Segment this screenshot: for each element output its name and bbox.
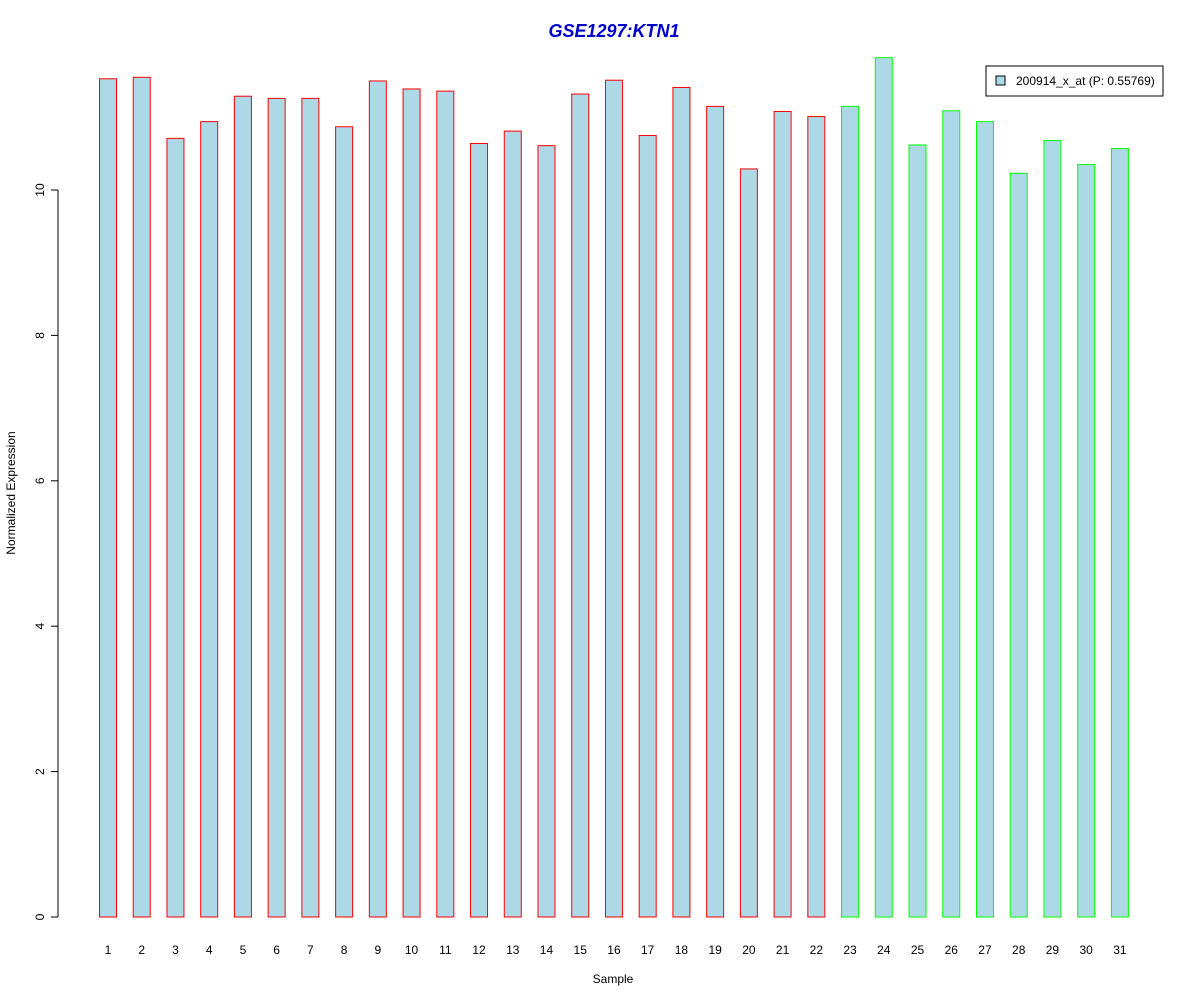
x-tick-label-12: 12: [472, 943, 486, 957]
bar-29: [1043, 140, 1062, 918]
bar-18: [672, 86, 691, 918]
x-tick-label-27: 27: [978, 943, 992, 957]
x-tick-label-20: 20: [742, 943, 756, 957]
bars-layer: [99, 57, 1129, 918]
x-tick-label-25: 25: [911, 943, 925, 957]
y-tick-label-10: 10: [33, 183, 47, 197]
chart-title: GSE1297:KTN1: [548, 21, 679, 41]
bar-19: [706, 105, 725, 918]
x-tick-label-9: 9: [374, 943, 381, 957]
bar-26: [942, 110, 961, 918]
x-tick-label-17: 17: [641, 943, 655, 957]
bar-16: [604, 79, 623, 918]
y-tick-label-6: 6: [33, 477, 47, 484]
bar-17: [638, 134, 657, 918]
y-tick-label-2: 2: [33, 768, 47, 775]
bar-1: [99, 78, 117, 918]
bar-31: [1110, 148, 1129, 918]
bar-30: [1077, 164, 1096, 918]
x-tick-label-13: 13: [506, 943, 520, 957]
x-tick-label-21: 21: [776, 943, 790, 957]
x-tick-label-16: 16: [607, 943, 621, 957]
legend-label: 200914_x_at (P: 0.55769): [1016, 74, 1155, 88]
y-axis-label: Normalized Expression: [4, 431, 18, 554]
x-tick-label-26: 26: [945, 943, 959, 957]
bar-28: [1009, 172, 1028, 918]
bar-3: [166, 137, 185, 918]
bar-6: [267, 97, 286, 918]
x-tick-label-18: 18: [675, 943, 689, 957]
bar-4: [200, 121, 219, 918]
x-tick-label-2: 2: [138, 943, 145, 957]
x-axis-label: Sample: [593, 972, 634, 986]
x-tick-label-19: 19: [708, 943, 722, 957]
bar-15: [571, 93, 590, 918]
bar-13: [503, 130, 522, 918]
x-tick-label-4: 4: [206, 943, 213, 957]
bar-20: [739, 168, 758, 918]
x-tick-label-14: 14: [540, 943, 554, 957]
bar-7: [301, 97, 320, 918]
x-tick-label-15: 15: [574, 943, 588, 957]
x-tick-label-24: 24: [877, 943, 891, 957]
x-tick-label-5: 5: [240, 943, 247, 957]
bar-10: [402, 88, 421, 918]
legend-box: [985, 65, 1164, 97]
x-tick-label-7: 7: [307, 943, 314, 957]
legend: 200914_x_at (P: 0.55769): [985, 65, 1164, 97]
bar-25: [908, 144, 927, 918]
bar-14: [537, 145, 556, 918]
y-tick-label-0: 0: [33, 913, 47, 920]
x-tick-label-28: 28: [1012, 943, 1026, 957]
bar-8: [335, 126, 354, 918]
y-axis: 0 2 4 6 8 10: [33, 183, 59, 920]
x-tick-label-10: 10: [405, 943, 419, 957]
x-tick-label-29: 29: [1046, 943, 1060, 957]
bar-23: [841, 105, 860, 918]
bar-11: [436, 90, 455, 918]
legend-swatch: [995, 75, 1006, 86]
x-tick-label-22: 22: [810, 943, 824, 957]
y-tick-label-8: 8: [33, 332, 47, 339]
bar-24: [874, 57, 893, 918]
x-tick-label-23: 23: [843, 943, 857, 957]
bar-12: [470, 142, 489, 918]
x-tick-label-8: 8: [341, 943, 348, 957]
bar-27: [975, 121, 994, 918]
x-axis: 1 2 3 4 5 6 7 8 9 10 11 12 13 14 15 16 17 18 19 20 21 22 23 24 2…: [105, 943, 1127, 957]
x-tick-label-11: 11: [439, 943, 452, 957]
y-tick-label-4: 4: [33, 623, 47, 630]
x-tick-label-1: 1: [105, 943, 112, 957]
x-tick-label-30: 30: [1079, 943, 1093, 957]
bar-2: [132, 76, 151, 918]
bar-22: [807, 116, 826, 918]
x-tick-label-31: 31: [1113, 943, 1127, 957]
x-tick-label-6: 6: [273, 943, 280, 957]
bar-21: [773, 110, 792, 918]
bar-9: [368, 80, 387, 918]
bar-5: [233, 95, 252, 918]
x-tick-label-3: 3: [172, 943, 179, 957]
